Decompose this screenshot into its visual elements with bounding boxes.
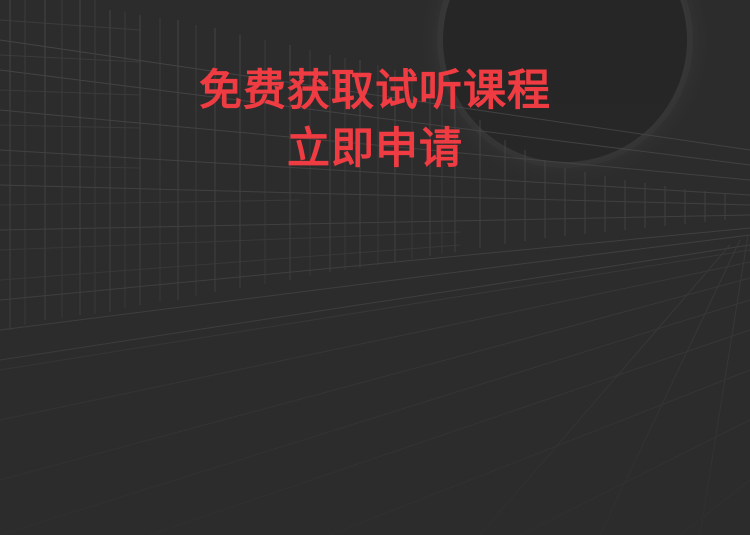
headline: 免费获取试听课程 <box>199 66 551 116</box>
free-trial-cta[interactable]: 免费获取试听课程 立即申请 <box>0 62 750 178</box>
apply-now-button[interactable]: 立即申请 <box>287 124 463 174</box>
